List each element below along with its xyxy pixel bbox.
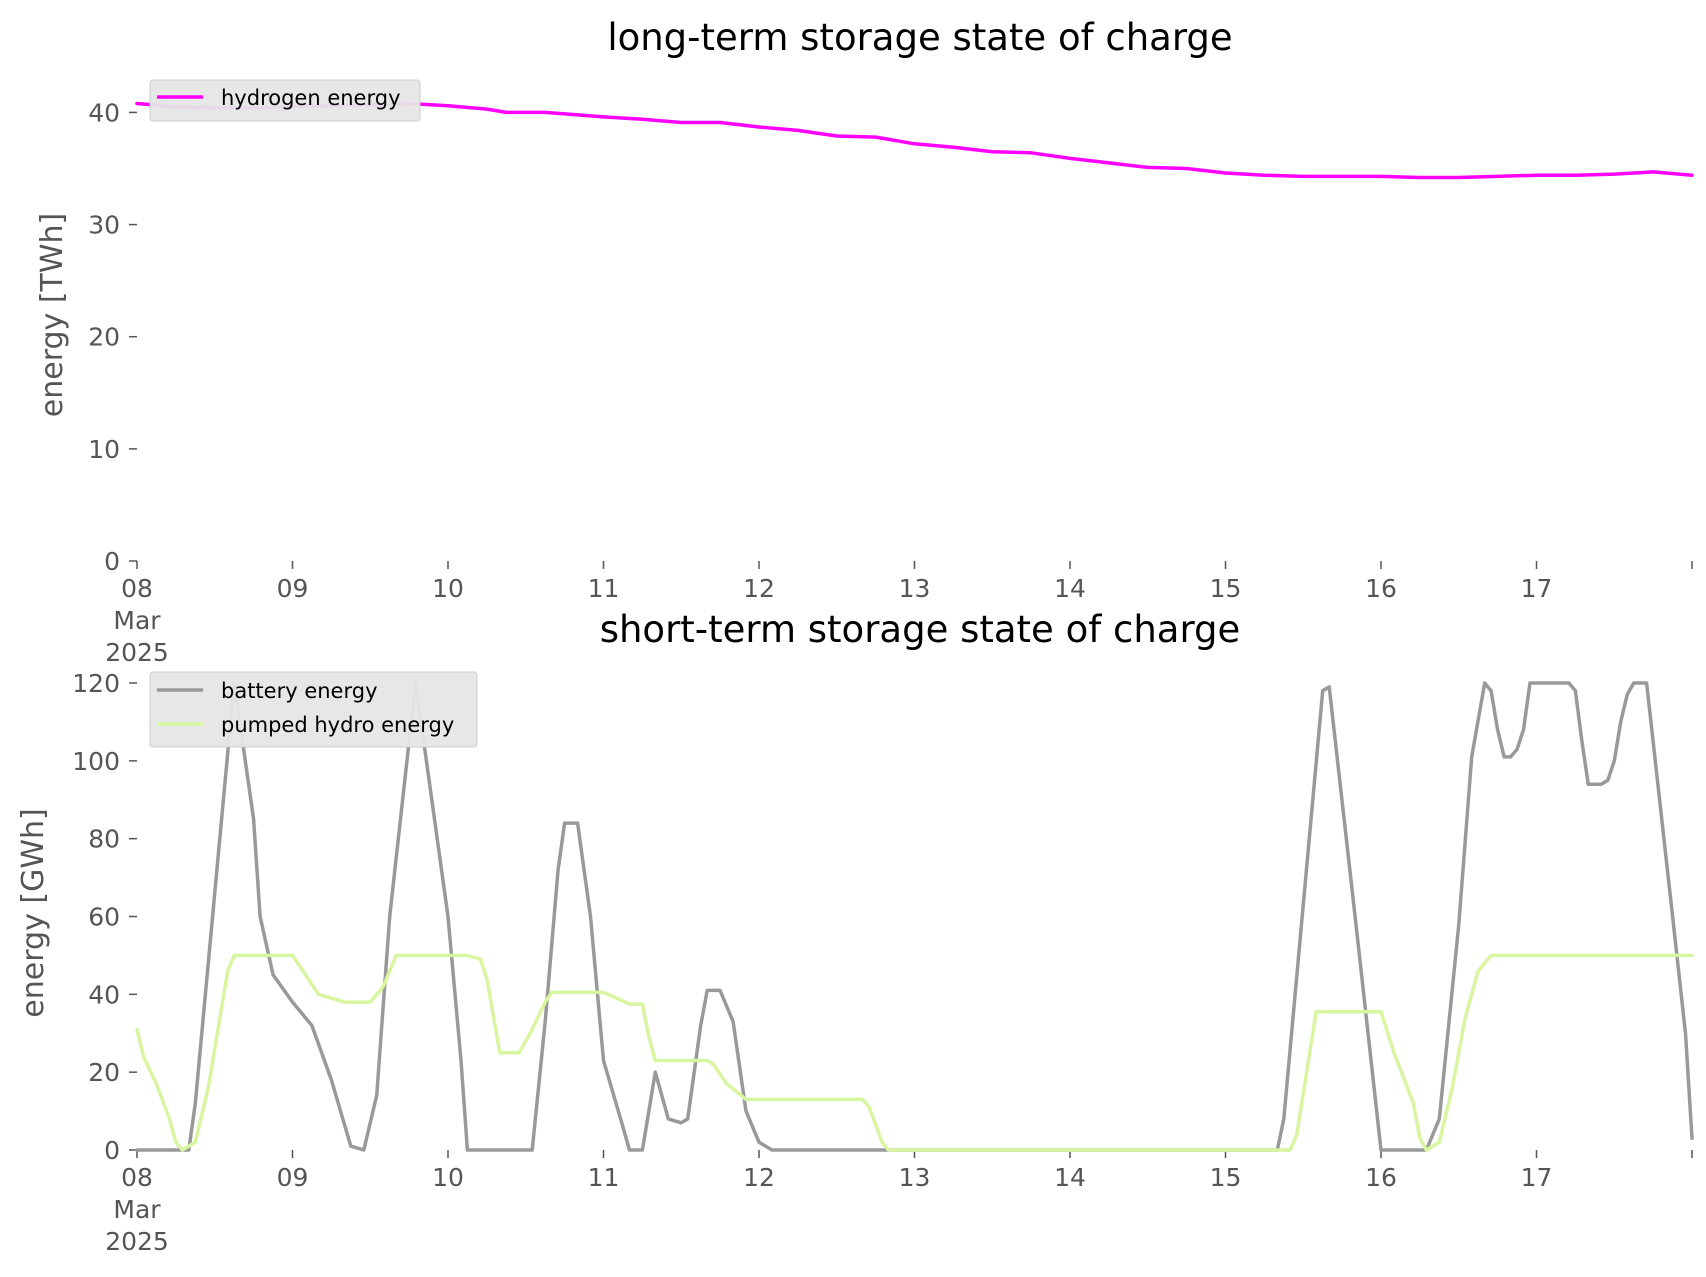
- y-tick-label: 60: [88, 903, 120, 932]
- x-tick-label: 09: [277, 1163, 309, 1192]
- y-tick-label: 40: [88, 98, 120, 127]
- x-tick-label: 10: [432, 574, 464, 603]
- x-tick-label: 08: [121, 574, 153, 603]
- x-axis: 08 Mar 2025 09 10 11 12 13 14 15 16 17: [105, 1150, 1693, 1256]
- x-tick-label: 17: [1521, 574, 1553, 603]
- x-tick-label: 15: [1210, 1163, 1242, 1192]
- x-tick-label: 17: [1521, 1163, 1553, 1192]
- x-tick-label: 16: [1365, 1163, 1397, 1192]
- chart-title: short-term storage state of charge: [600, 608, 1241, 651]
- y-tick-label: 120: [72, 669, 120, 698]
- y-tick-label: 10: [88, 435, 120, 464]
- x-tick-label-month: Mar: [113, 1195, 161, 1224]
- chart-title: long-term storage state of charge: [607, 16, 1232, 59]
- legend-label-battery: battery energy: [221, 679, 378, 703]
- x-tick-label: 14: [1054, 574, 1086, 603]
- x-tick-label-year: 2025: [105, 1227, 169, 1256]
- x-tick-label-month: Mar: [113, 606, 161, 635]
- long-term-chart: long-term storage state of charge energy…: [35, 16, 1694, 667]
- y-tick-label: 20: [88, 1058, 120, 1087]
- y-tick-label: 0: [104, 547, 120, 576]
- series-line-pumped-hydro-energy: [135, 953, 1694, 1152]
- y-tick-label: 40: [88, 980, 120, 1009]
- legend-label-hydrogen: hydrogen energy: [221, 86, 401, 110]
- x-tick-label: 09: [277, 574, 309, 603]
- legend-label-pumped-hydro: pumped hydro energy: [221, 713, 454, 737]
- y-tick-label: 100: [72, 747, 120, 776]
- legend-box: [149, 671, 478, 748]
- x-tick-label: 13: [899, 1163, 931, 1192]
- plot-lines: [135, 681, 1694, 1152]
- y-axis: 0 20 40 60 80 100 120: [72, 669, 137, 1165]
- x-axis: 08 Mar 2025 09 10 11 12 13 14 15 16 17: [105, 561, 1693, 667]
- legend: hydrogen energy: [149, 79, 421, 122]
- y-axis-label: energy [GWh]: [16, 808, 51, 1017]
- legend: battery energy pumped hydro energy: [149, 671, 478, 748]
- x-tick-label-year: 2025: [105, 638, 169, 667]
- x-tick-label: 12: [743, 1163, 775, 1192]
- y-axis-label: energy [TWh]: [35, 213, 70, 417]
- x-tick-label: 16: [1365, 574, 1397, 603]
- x-tick-label: 10: [432, 1163, 464, 1192]
- series-line-battery-energy: [135, 681, 1694, 1152]
- y-axis: 0 10 20 30 40: [88, 98, 137, 576]
- x-tick-label: 15: [1210, 574, 1242, 603]
- x-tick-label: 12: [743, 574, 775, 603]
- x-tick-label: 13: [899, 574, 931, 603]
- x-tick-label: 11: [588, 574, 620, 603]
- x-tick-label: 14: [1054, 1163, 1086, 1192]
- y-tick-label: 20: [88, 323, 120, 352]
- x-tick-label: 08: [121, 1163, 153, 1192]
- y-tick-label: 80: [88, 825, 120, 854]
- x-tick-label: 11: [588, 1163, 620, 1192]
- y-tick-label: 30: [88, 211, 120, 240]
- legend-box: [149, 79, 421, 122]
- short-term-chart: short-term storage state of charge energ…: [16, 608, 1694, 1256]
- y-tick-label: 0: [104, 1136, 120, 1165]
